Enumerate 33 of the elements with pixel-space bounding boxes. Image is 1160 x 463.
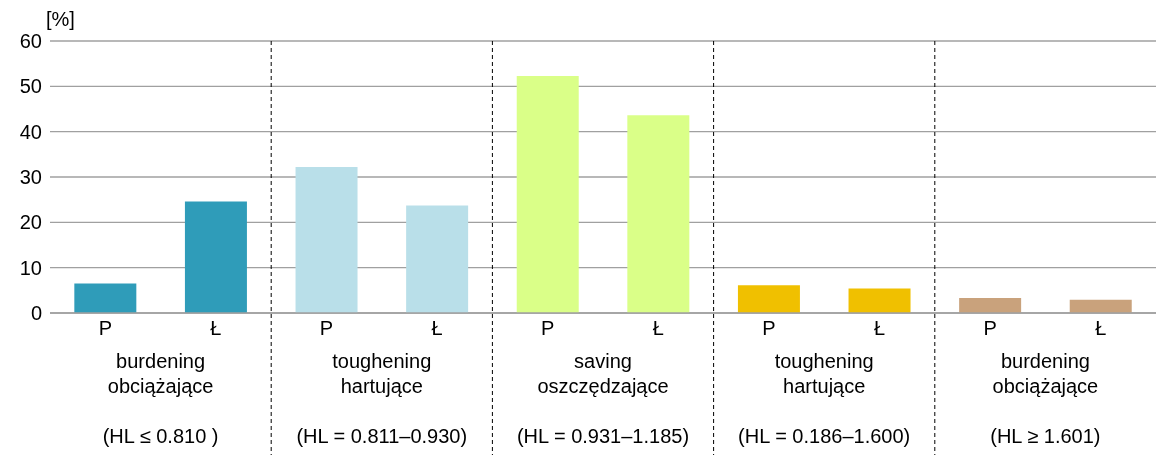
bar: [406, 205, 469, 313]
bar: [848, 288, 911, 313]
bar: [74, 283, 137, 313]
y-tick-label: 30: [19, 166, 42, 189]
bar: [1069, 299, 1132, 313]
y-tick-label: 60: [19, 30, 42, 53]
x-tick-label: Ł: [210, 317, 222, 340]
y-tick-label: 20: [19, 211, 42, 234]
bar: [516, 75, 579, 313]
y-tick-label: 40: [19, 120, 42, 143]
text: toughening hartujące (HL = 0.186–1.600): [738, 350, 911, 447]
x-tick-label: Ł: [431, 317, 443, 340]
bar: [627, 115, 690, 313]
x-tick-label: Ł: [652, 317, 664, 340]
x-tick-label: P: [762, 317, 776, 340]
text: toughening hartujące (HL = 0.811–0.930): [296, 350, 468, 447]
text: burdening obciążające (HL ≤ 0.810 ): [102, 350, 219, 447]
bar: [184, 201, 247, 313]
x-tick-label: P: [541, 317, 555, 340]
x-tick-label: P: [983, 317, 997, 340]
y-tick-label: 10: [19, 256, 42, 279]
bar: [959, 298, 1022, 313]
text: burdening obciążające (HL ≥ 1.601): [990, 350, 1101, 447]
x-tick-label: Ł: [1095, 317, 1107, 340]
bar: [737, 285, 800, 313]
y-axis-title: [%]: [46, 8, 75, 31]
y-tick-label: 50: [19, 75, 42, 98]
x-tick-label: P: [319, 317, 334, 340]
x-tick-label: Ł: [873, 317, 886, 340]
x-tick-label: P: [98, 317, 112, 340]
text: saving oszczędzające (HL = 0.931–1.185): [516, 350, 690, 447]
y-tick-label: 0: [30, 302, 42, 325]
bar: [295, 167, 358, 313]
